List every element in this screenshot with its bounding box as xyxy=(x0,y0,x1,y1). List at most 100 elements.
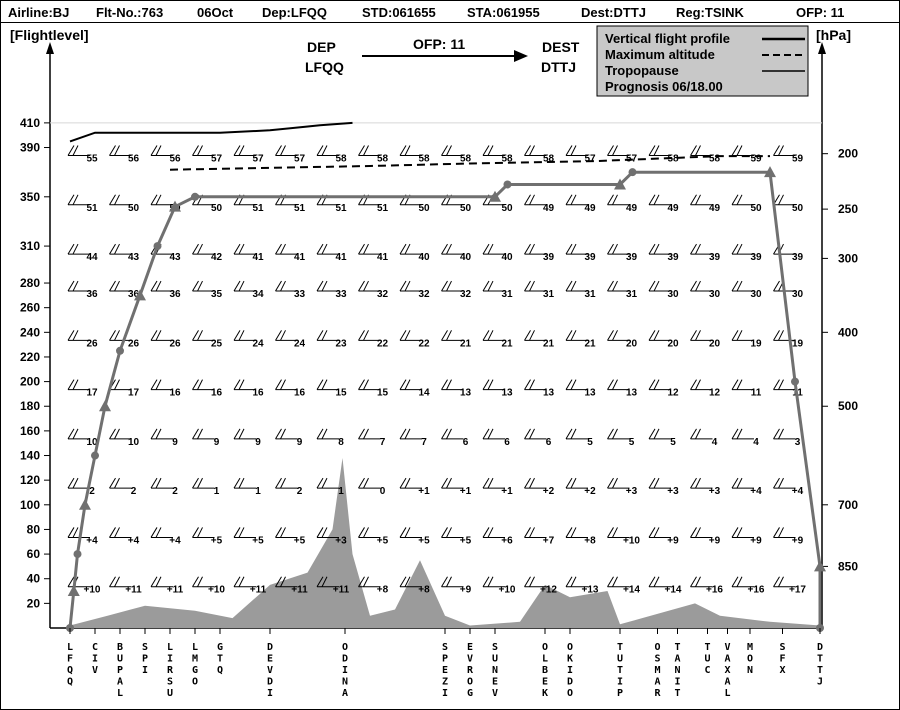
wind-temp-label: 51 xyxy=(294,203,306,214)
wind-temp-label: 57 xyxy=(252,154,264,165)
wind-barb-flag xyxy=(773,477,780,489)
wind-barb xyxy=(233,280,256,292)
profile-triangle-marker xyxy=(67,585,80,597)
wind-barb-flag xyxy=(570,477,577,489)
wind-temp-label: 10 xyxy=(86,437,98,448)
wind-temp-label: 14 xyxy=(418,388,430,399)
wind-barb-flag xyxy=(565,576,573,587)
wind-barb-flag xyxy=(690,330,697,341)
wind-barb-flag xyxy=(612,330,618,341)
wind-barb xyxy=(524,330,547,341)
wind-barb-flag xyxy=(653,330,660,341)
wind-temp-label: 44 xyxy=(86,252,98,263)
wind-temp-label: 50 xyxy=(792,203,804,214)
wind-barb xyxy=(441,330,464,341)
wind-barb-flag xyxy=(275,428,282,440)
wind-barb-flag xyxy=(399,280,407,292)
wind-barb-flag xyxy=(648,330,656,341)
wind-barb-flag xyxy=(607,145,614,156)
wind-barb xyxy=(648,145,671,157)
wind-barb xyxy=(316,280,339,292)
wind-temp-label: +7 xyxy=(543,535,555,546)
wind-barb-flag xyxy=(72,428,79,440)
wind-temp-label: 32 xyxy=(418,289,430,300)
wind-barb-flag xyxy=(238,477,245,489)
wind-barb xyxy=(565,576,588,588)
wind-barb-flag xyxy=(275,145,282,156)
wind-barb xyxy=(565,527,588,538)
wind-barb xyxy=(524,243,547,255)
wind-barb xyxy=(565,330,588,341)
header-ofp: OFP: 11 xyxy=(796,5,844,20)
wind-barb-flag xyxy=(612,527,618,538)
wind-barb-flag xyxy=(565,330,573,341)
wind-barb-flag xyxy=(731,527,739,538)
wind-barb-flag xyxy=(316,477,324,489)
wind-barb xyxy=(67,379,90,391)
wind-barb xyxy=(233,576,256,588)
wind-barb-flag xyxy=(192,280,199,292)
wind-barb-flag xyxy=(612,379,618,390)
hpa-tick-label: 250 xyxy=(838,202,858,216)
wind-barb-flag xyxy=(316,280,324,292)
wind-barb-flag xyxy=(197,477,203,489)
wind-barb xyxy=(109,145,132,157)
profile-triangle-marker xyxy=(814,560,826,572)
wind-temp-label: 49 xyxy=(543,203,555,214)
wind-barb-flag xyxy=(109,280,116,292)
wind-temp-label: 1 xyxy=(338,486,344,497)
wind-barb-flag xyxy=(114,243,120,255)
wind-barb xyxy=(67,243,90,255)
wind-barb-flag xyxy=(778,527,784,538)
wind-barb-flag xyxy=(233,379,241,390)
fl-tick-label: 240 xyxy=(20,325,40,339)
wind-temp-label: 2 xyxy=(89,486,95,497)
wind-barb-flag xyxy=(233,280,241,292)
wind-barb-flag xyxy=(612,145,618,156)
wind-barb xyxy=(482,527,505,538)
wind-barb-flag xyxy=(358,330,365,341)
wind-barb xyxy=(690,194,713,206)
wind-temp-label: 50 xyxy=(501,203,513,214)
wind-temp-label: 24 xyxy=(252,338,264,349)
profile-lines-layer xyxy=(66,121,826,632)
profile-triangle-marker xyxy=(99,400,111,412)
wind-barb-flag xyxy=(565,477,573,489)
wind-temp-label: +9 xyxy=(460,585,472,596)
wind-barb-flag xyxy=(109,477,116,489)
wind-barb-flag xyxy=(653,243,660,255)
wind-barb-flag xyxy=(363,527,369,538)
wind-barb-flag xyxy=(114,280,120,292)
y-axis-title: [Flightlevel] xyxy=(10,27,89,43)
wind-barb xyxy=(607,379,630,391)
wind-barb-flag xyxy=(404,576,411,587)
wind-temp-label: +9 xyxy=(667,535,679,546)
wind-barb xyxy=(607,477,630,489)
wind-barb xyxy=(67,280,90,292)
fl-tick-label: 350 xyxy=(20,190,40,204)
wind-barb xyxy=(275,527,298,538)
wind-barb-flag xyxy=(612,194,618,206)
wind-temp-label: +12 xyxy=(540,585,557,596)
wind-barb-flag xyxy=(150,527,158,538)
wind-barb xyxy=(731,243,754,255)
wind-barb-flag xyxy=(695,280,701,292)
wind-temp-label: 36 xyxy=(128,289,140,300)
wind-barb-flag xyxy=(114,428,120,440)
wind-barb-flag xyxy=(321,477,328,489)
wind-temp-label: 21 xyxy=(460,338,472,349)
wind-barb-flag xyxy=(404,428,411,440)
wind-temp-label: 3 xyxy=(795,437,801,448)
wind-barb xyxy=(482,280,505,292)
wind-barb-flag xyxy=(736,527,743,538)
wind-barb xyxy=(565,194,588,206)
wind-barb xyxy=(690,428,713,440)
wind-temp-label: 36 xyxy=(169,289,181,300)
wind-barb xyxy=(316,330,339,341)
wind-barb-flag xyxy=(482,428,490,440)
wind-barb-flag xyxy=(72,477,79,489)
